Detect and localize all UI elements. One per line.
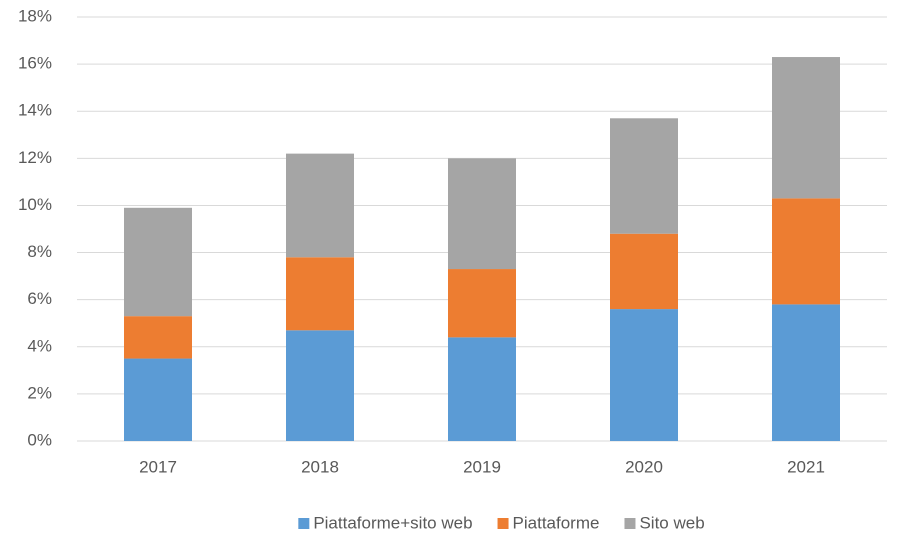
bar-segment [448,158,516,270]
y-tick-label: 12% [18,148,52,167]
bar-segment [286,330,354,441]
x-tick-label: 2017 [139,457,177,476]
bar-segment [124,316,192,359]
y-tick-label: 4% [27,336,52,355]
bar-segment [772,304,840,441]
legend-label: Sito web [639,513,704,532]
y-tick-label: 6% [27,289,52,308]
x-tick-label: 2019 [463,457,501,476]
legend-swatch [624,518,636,529]
y-tick-label: 16% [18,54,52,73]
y-tick-label: 2% [27,383,52,402]
bar-segment [610,309,678,441]
bar-segment [448,337,516,441]
legend-label: Piattaforme+sito web [313,513,472,532]
legend-swatch [497,518,509,529]
x-tick-label: 2018 [301,457,339,476]
y-tick-label: 14% [18,101,52,120]
x-tick-label: 2020 [625,457,663,476]
bar-segment [772,198,840,305]
bar-segment [772,57,840,199]
legend-swatch [298,518,310,529]
y-tick-label: 10% [18,195,52,214]
y-tick-label: 0% [27,430,52,449]
bar-segment [610,118,678,234]
bar-segment [124,358,192,441]
bar-segment [124,207,192,317]
bar-segment [448,269,516,338]
legend-label: Piattaforme [513,513,600,532]
bar-segment [610,233,678,310]
y-tick-label: 18% [18,6,52,25]
bar-segment [286,257,354,331]
bar-segment [286,153,354,258]
x-tick-label: 2021 [787,457,825,476]
y-tick-label: 8% [27,242,52,261]
